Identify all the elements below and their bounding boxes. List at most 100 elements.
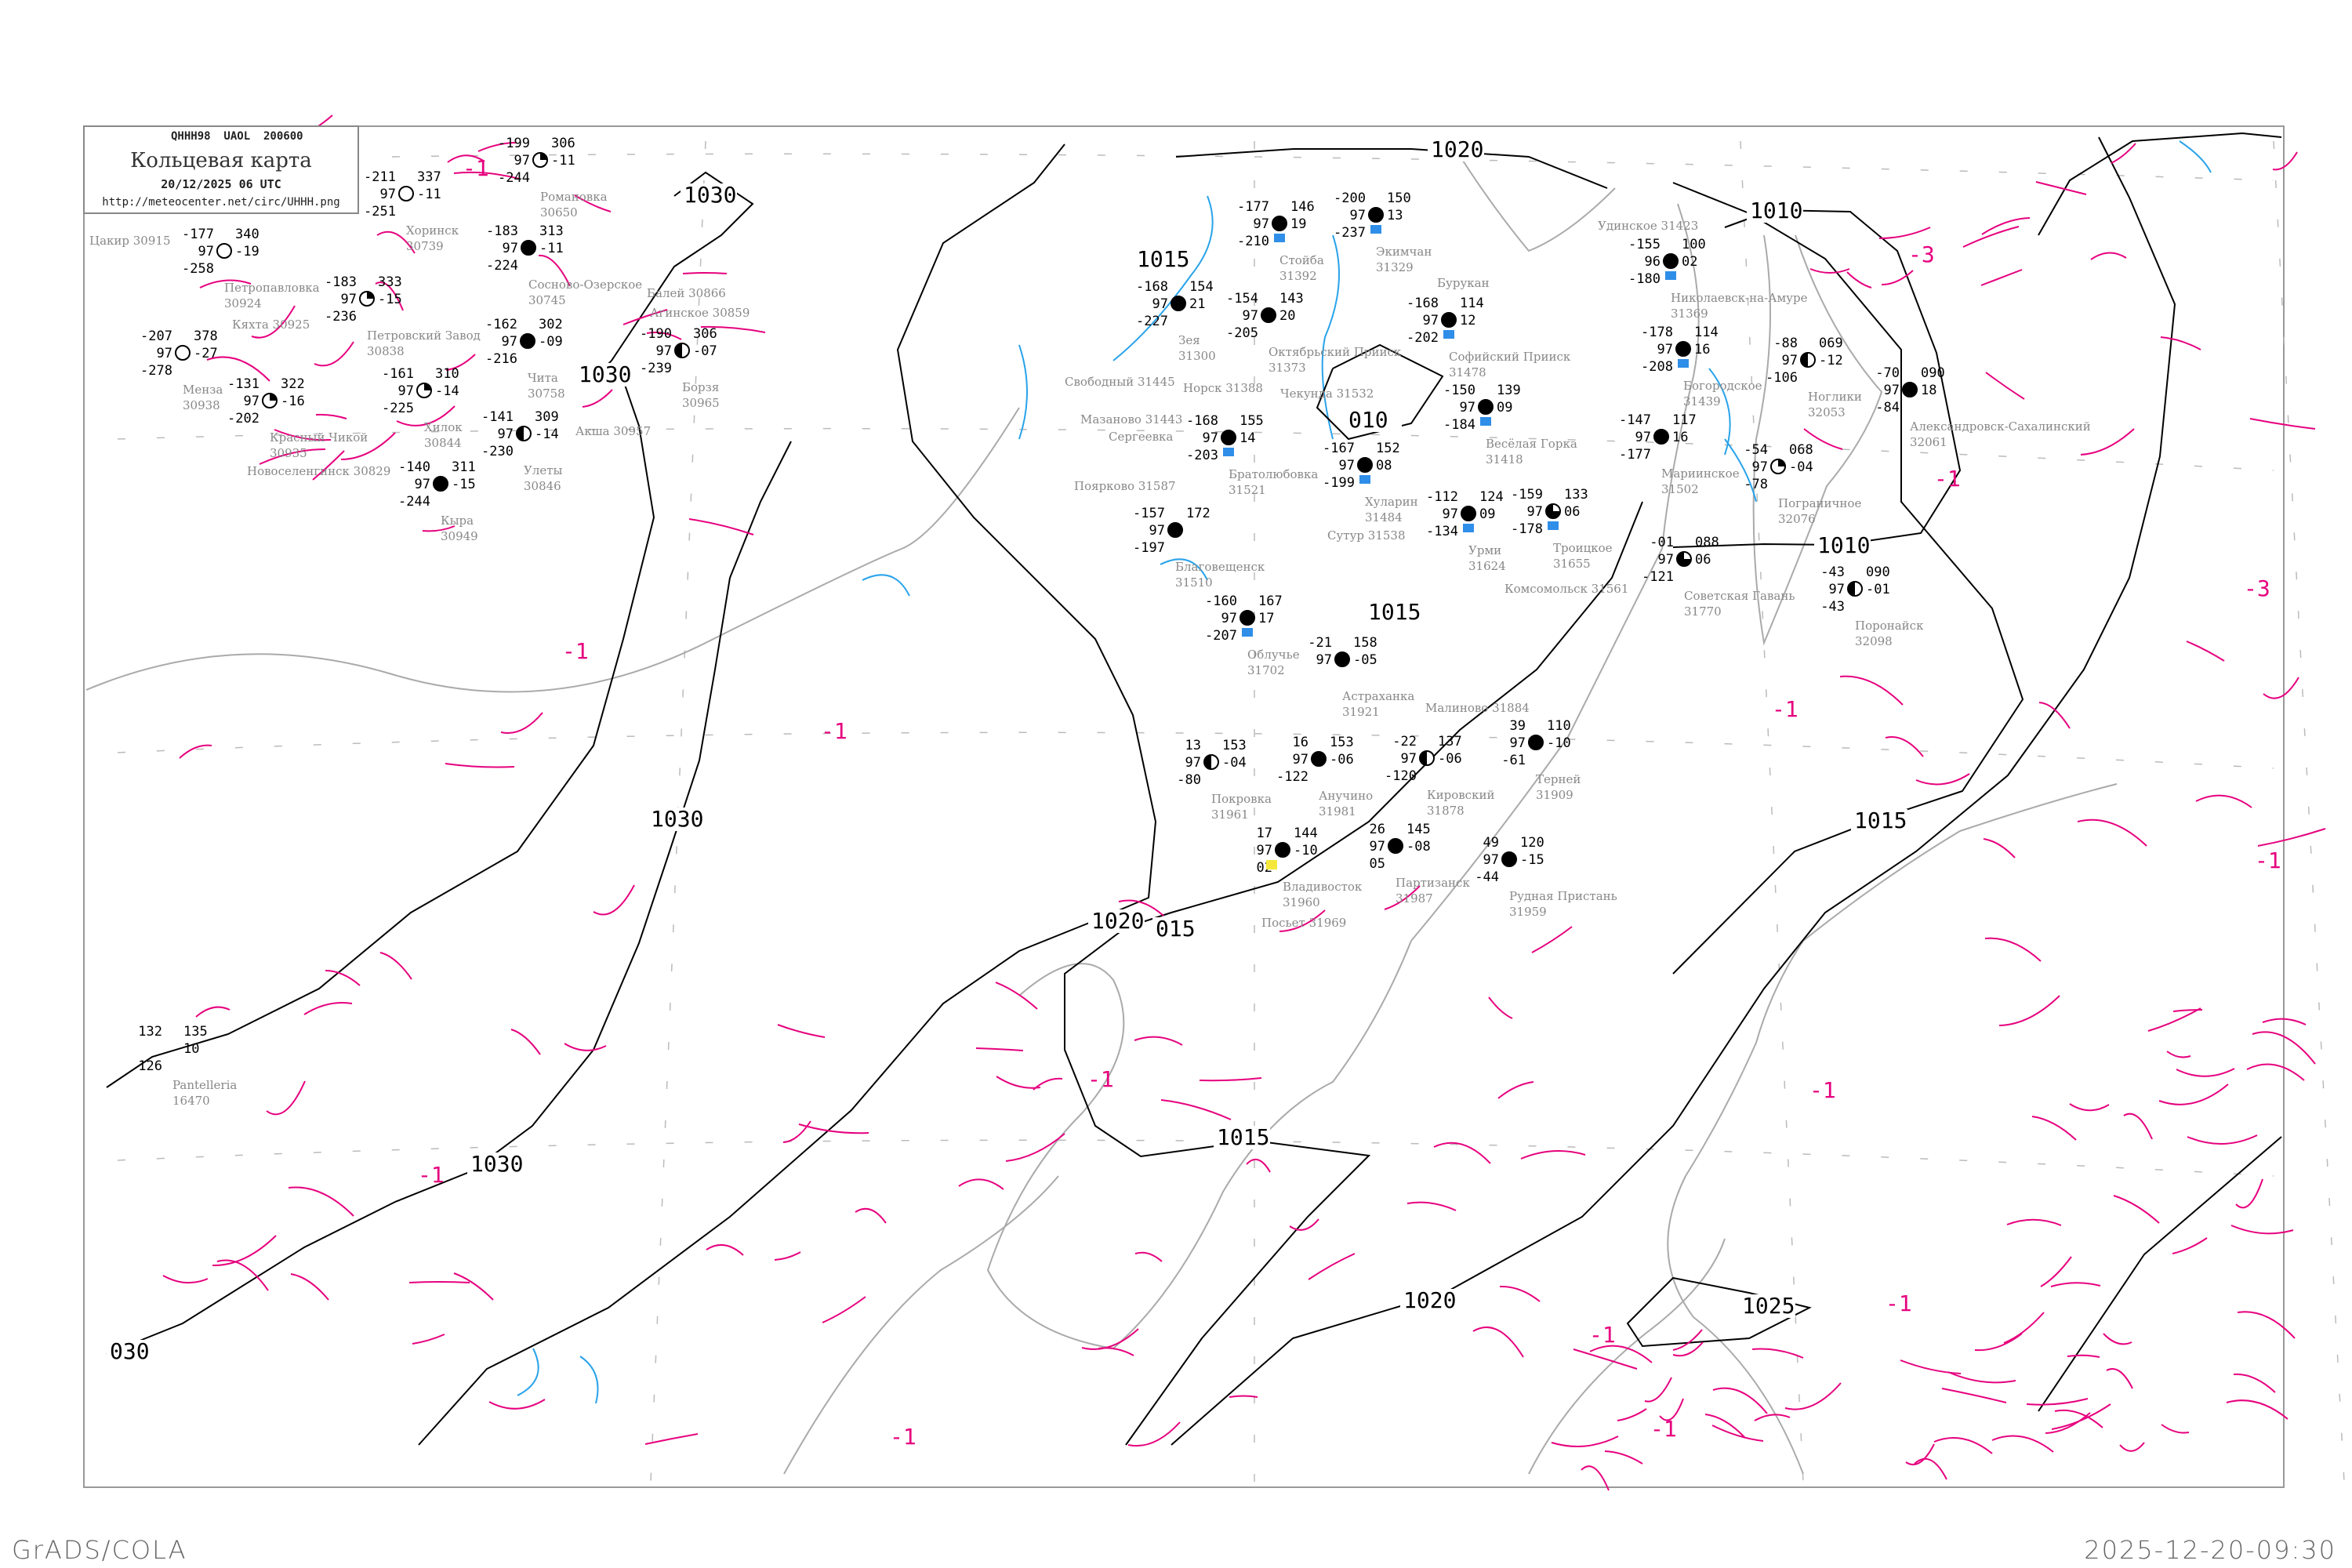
isotherm-segment (379, 952, 412, 980)
source-url[interactable]: http://meteocenter.net/circ/UHHH.png (102, 196, 339, 209)
station-index: 31329 (1376, 260, 1414, 274)
isotherm-segment (2040, 1256, 2072, 1287)
pressure-level: 97 (1339, 458, 1355, 474)
pressure-level: 97 (1527, 504, 1543, 520)
isotherm-segment (574, 194, 612, 212)
sea-level-pressure: 100 (1682, 237, 1706, 252)
station-name: Менза (183, 383, 223, 397)
station-index: 30965 (682, 396, 720, 410)
isobar-label: 1015 (1368, 599, 1421, 625)
cloud-cover-icon (1368, 207, 1384, 223)
isotherm-segment (1984, 937, 2042, 962)
station-name: Владивосток (1283, 880, 1363, 894)
cloud-quarter-icon (1778, 459, 1785, 466)
isotherm-segment (408, 1281, 470, 1283)
station-32061[interactable]: -70 97 -84 090 18 Александровск-Сахалинский32… (1875, 365, 2090, 449)
pressure-tendency: 12 (1460, 313, 1475, 328)
pressure-level: 97 (514, 153, 530, 169)
isotherm-segment (274, 429, 332, 441)
station-index: 31655 (1553, 557, 1591, 571)
isotherm-label: -1 (418, 1162, 445, 1188)
isotherm-segment (2235, 1178, 2263, 1209)
air-temperature: -54 (1744, 442, 1768, 458)
station-31961[interactable]: 13 97-80 153 -04 Покровка 31961 (1177, 738, 1272, 822)
isotherm-segment (375, 281, 404, 311)
station-31369[interactable]: -155 96-180 100 02 Николаевск-на-Амуре 31369 (1628, 237, 1808, 321)
station-name: Анучино (1319, 789, 1373, 803)
isotherm-segment (2233, 1373, 2276, 1393)
isotherm-segment (564, 1043, 607, 1051)
air-temperature: 17 (1257, 826, 1272, 841)
pressure-tendency: -12 (1819, 353, 1843, 368)
pressure-level: 97 (498, 426, 514, 442)
station-30758[interactable]: -162 97-216 302 -09 Чита 30758 (485, 317, 565, 401)
pressure-level: 97 (157, 346, 172, 361)
isobar-label-bg (1365, 601, 1421, 624)
isotherm-segment (2119, 1442, 2145, 1452)
sea-level-pressure: 302 (539, 317, 563, 332)
isotherm-segment (1704, 1414, 1745, 1438)
cloud-half-icon (1204, 755, 1211, 769)
sea-level-pressure: 172 (1186, 506, 1210, 521)
isobar-label: 1020 (1431, 136, 1483, 162)
isotherm-segment (1520, 1150, 1586, 1160)
dew-point: -244 (498, 170, 530, 186)
isotherm-segment (199, 279, 252, 289)
cloud-cover-icon (1478, 399, 1494, 415)
station-index: 31478 (1449, 365, 1486, 379)
isotherm-label: -3 (2244, 575, 2270, 601)
isotherm-segment (2106, 1368, 2133, 1389)
sea-level-pressure: 145 (1406, 822, 1431, 837)
isotherm-segment (2026, 1398, 2089, 1406)
station-name: Покровка (1211, 792, 1272, 806)
isobar-1030-north (595, 171, 754, 377)
pressure-tendency: -11 (551, 153, 575, 169)
isotherm-label-group: -1 (1589, 1322, 1616, 1348)
isobar-label: 1030 (470, 1151, 523, 1177)
station-name: Чита (528, 371, 558, 385)
dew-point: -121 (1642, 569, 1674, 585)
isobar-label-bg (467, 1152, 524, 1176)
snow-marker-icon (1443, 330, 1454, 339)
isotherm-segment (1499, 1285, 1541, 1302)
sea-level-pressure: 135 (183, 1024, 208, 1040)
